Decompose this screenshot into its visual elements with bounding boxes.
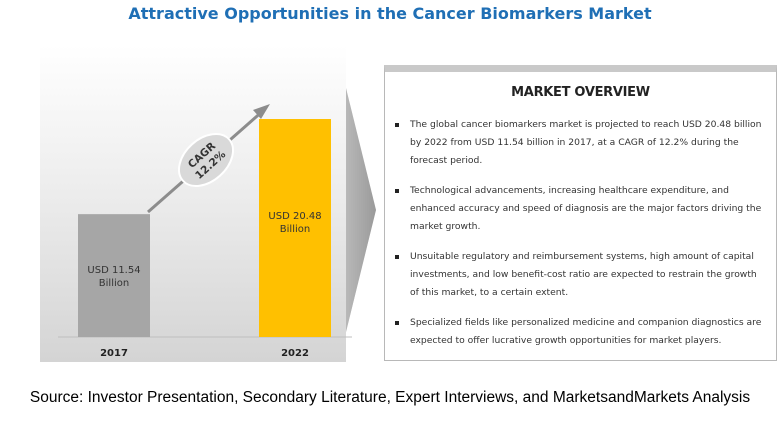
bullet-icon	[395, 123, 399, 127]
category-label: 2022	[281, 348, 309, 359]
overview-item: Specialized fields like personalized med…	[393, 314, 763, 350]
chevron-arrow	[346, 88, 376, 332]
bar-value-label: USD 20.48	[268, 211, 321, 222]
overview-list: The global cancer biomarkers market is p…	[393, 116, 763, 362]
overview-item: Technological advancements, increasing h…	[393, 182, 763, 236]
bullet-icon	[395, 189, 399, 193]
overview-item: The global cancer biomarkers market is p…	[393, 116, 763, 170]
overview-heading: MARKET OVERVIEW	[511, 85, 650, 100]
bullet-icon	[395, 321, 399, 325]
source-note: Source: Investor Presentation, Secondary…	[29, 389, 751, 406]
bar-value-label: Billion	[99, 278, 129, 289]
growth-arrow-head	[253, 104, 270, 119]
category-label: 2017	[100, 348, 128, 359]
overview-item-text: The global cancer biomarkers market is p…	[410, 119, 762, 166]
market-overview-panel: MARKET OVERVIEW The global cancer biomar…	[384, 65, 777, 361]
bar-2022	[259, 119, 331, 337]
overview-item-text: Specialized fields like personalized med…	[410, 317, 762, 346]
overview-item-text: Unsuitable regulatory and reimbursement …	[410, 251, 757, 298]
bar-value-label: USD 11.54	[87, 265, 140, 276]
overview-item-text: Technological advancements, increasing h…	[410, 185, 762, 232]
bar-2017	[78, 214, 150, 337]
bar-value-label: Billion	[280, 224, 310, 235]
cagr-badge: CAGR 12.2%	[178, 133, 234, 187]
bullet-icon	[395, 255, 399, 259]
overview-item: Unsuitable regulatory and reimbursement …	[393, 248, 763, 302]
page-title: Attractive Opportunities in the Cancer B…	[128, 4, 652, 23]
